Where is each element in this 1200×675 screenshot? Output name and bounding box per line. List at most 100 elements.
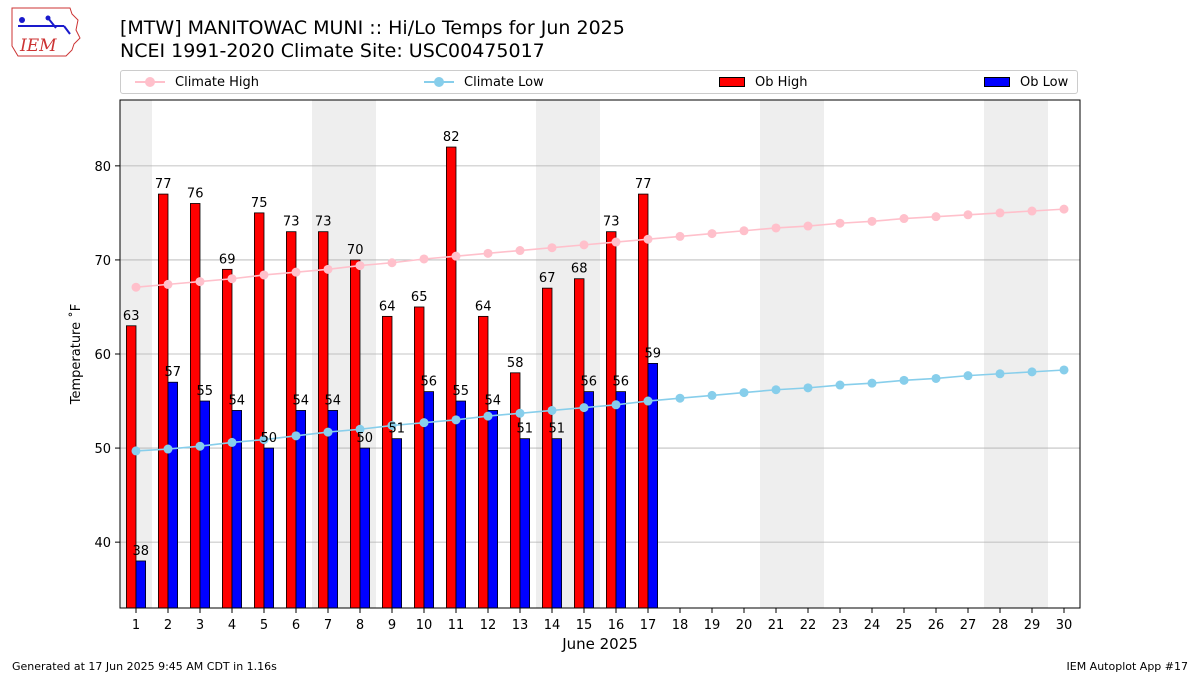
- ob-high-label: 65: [411, 290, 428, 305]
- ob-high-label: 76: [187, 186, 204, 201]
- climate-high-point: [803, 221, 813, 231]
- ob-low-bar: [327, 410, 339, 609]
- weekend-band: [312, 100, 344, 608]
- x-tick-label: 22: [800, 618, 817, 633]
- y-tick-label: 40: [94, 536, 111, 551]
- ob-low-bar: [455, 400, 467, 609]
- x-tick-label: 2: [164, 618, 172, 633]
- generated-timestamp: Generated at 17 Jun 2025 9:45 AM CDT in …: [12, 660, 277, 673]
- x-tick-label: 30: [1056, 618, 1073, 633]
- ob-low-bar: [135, 560, 147, 609]
- y-tick-label: 80: [94, 160, 111, 175]
- climate-lines: [131, 204, 1069, 456]
- legend-ob-high: Ob High: [719, 71, 808, 93]
- climate-high-point: [867, 216, 877, 226]
- ob-high-label: 73: [283, 215, 300, 230]
- climate-low-point: [771, 385, 781, 395]
- ob-low-label: 55: [453, 384, 470, 399]
- climate-low-point: [419, 418, 429, 428]
- climate-low-point: [835, 380, 845, 390]
- climate-low-point: [579, 403, 589, 413]
- app-credit: IEM Autoplot App #17: [1066, 660, 1189, 673]
- x-tick-label: 11: [448, 618, 465, 633]
- ob-low-label: 56: [581, 375, 598, 390]
- ob-high-label: 67: [539, 271, 556, 286]
- ob-high-bar: [285, 231, 297, 609]
- ob-high-bar: [126, 325, 137, 609]
- climate-high-point: [707, 229, 717, 239]
- ob-high-bar: [509, 372, 521, 609]
- climate-high-point: [771, 223, 781, 233]
- x-tick-label: 14: [544, 618, 561, 633]
- ob-low-label: 57: [165, 365, 182, 380]
- x-tick-label: 17: [640, 618, 657, 633]
- climate-high-point: [611, 237, 621, 247]
- ob-high-label: 64: [379, 299, 396, 314]
- ob-low-bar: [519, 438, 531, 609]
- climate-low-point: [931, 373, 941, 383]
- x-tick-label: 26: [928, 618, 945, 633]
- x-tick-label: 19: [704, 618, 721, 633]
- climate-high-point: [963, 210, 973, 220]
- x-tick-label: 8: [356, 618, 364, 633]
- legend-line-marker: [135, 77, 165, 87]
- ob-high-bar: [606, 231, 617, 609]
- climate-low-point: [1059, 365, 1069, 375]
- climate-low-point: [643, 396, 653, 406]
- climate-high-point: [1059, 204, 1069, 214]
- plot-frame: [119, 99, 1081, 609]
- weekend-bands: [120, 100, 1048, 608]
- climate-low-point: [451, 415, 461, 425]
- y-axis-label: Temperature ˚F: [68, 304, 84, 405]
- x-tick-label: 24: [864, 618, 881, 633]
- climate-low-point: [803, 383, 813, 393]
- legend-line-marker: [424, 77, 454, 87]
- climate-low-point: [387, 420, 397, 430]
- legend-label: Climate Low: [464, 74, 544, 90]
- weekend-band: [760, 100, 792, 608]
- x-tick-label: 13: [512, 618, 529, 633]
- weekend-band: [984, 100, 1016, 608]
- ob-high-bar: [445, 146, 457, 609]
- ob-high-bar: [189, 203, 201, 609]
- x-tick-label: 12: [480, 618, 497, 633]
- climate-high-point: [291, 267, 301, 277]
- x-tick-label: 20: [736, 618, 753, 633]
- x-tick-label: 10: [416, 618, 433, 633]
- ob-high-label: 73: [603, 215, 620, 230]
- climate-high-point: [995, 208, 1005, 218]
- x-tick-label: 15: [576, 618, 593, 633]
- weekend-band: [1016, 100, 1048, 608]
- ob-low-bar: [295, 410, 307, 609]
- climate-low-point: [963, 371, 973, 381]
- climate-low-point: [323, 427, 333, 437]
- ob-high-label: 63: [123, 309, 140, 324]
- ob-low-label: 59: [645, 346, 662, 361]
- legend-climate-low: Climate Low: [424, 71, 544, 93]
- climate-high-point: [259, 270, 269, 280]
- climate-low-point: [739, 388, 749, 398]
- climate-high-line: [135, 208, 1065, 289]
- ob-low-bar: [359, 447, 371, 609]
- ob-low-label: 51: [389, 422, 406, 437]
- climate-low-point: [163, 444, 173, 454]
- ob-high-label: 70: [347, 243, 364, 258]
- x-tick-label: 6: [292, 618, 300, 633]
- climate-high-point: [835, 218, 845, 228]
- climate-low-point: [1027, 367, 1037, 377]
- x-tick-label: 28: [992, 618, 1009, 633]
- ob-high-bar: [638, 193, 649, 609]
- x-tick-label: 27: [960, 618, 977, 633]
- ob-low-label: 54: [325, 393, 342, 408]
- ob-high-label: 64: [475, 299, 492, 314]
- x-tick-label: 9: [388, 618, 396, 633]
- chart-subtitle: NCEI 1991-2020 Climate Site: USC00475017: [120, 40, 545, 62]
- ob-high-label: 77: [155, 177, 172, 192]
- ob-low-bar: [263, 447, 275, 609]
- y-tick-label: 70: [94, 254, 111, 269]
- x-tick-label: 3: [196, 618, 204, 633]
- legend-bar-marker: [984, 77, 1010, 87]
- ob-low-bar: [167, 381, 179, 609]
- weekend-band: [568, 100, 600, 608]
